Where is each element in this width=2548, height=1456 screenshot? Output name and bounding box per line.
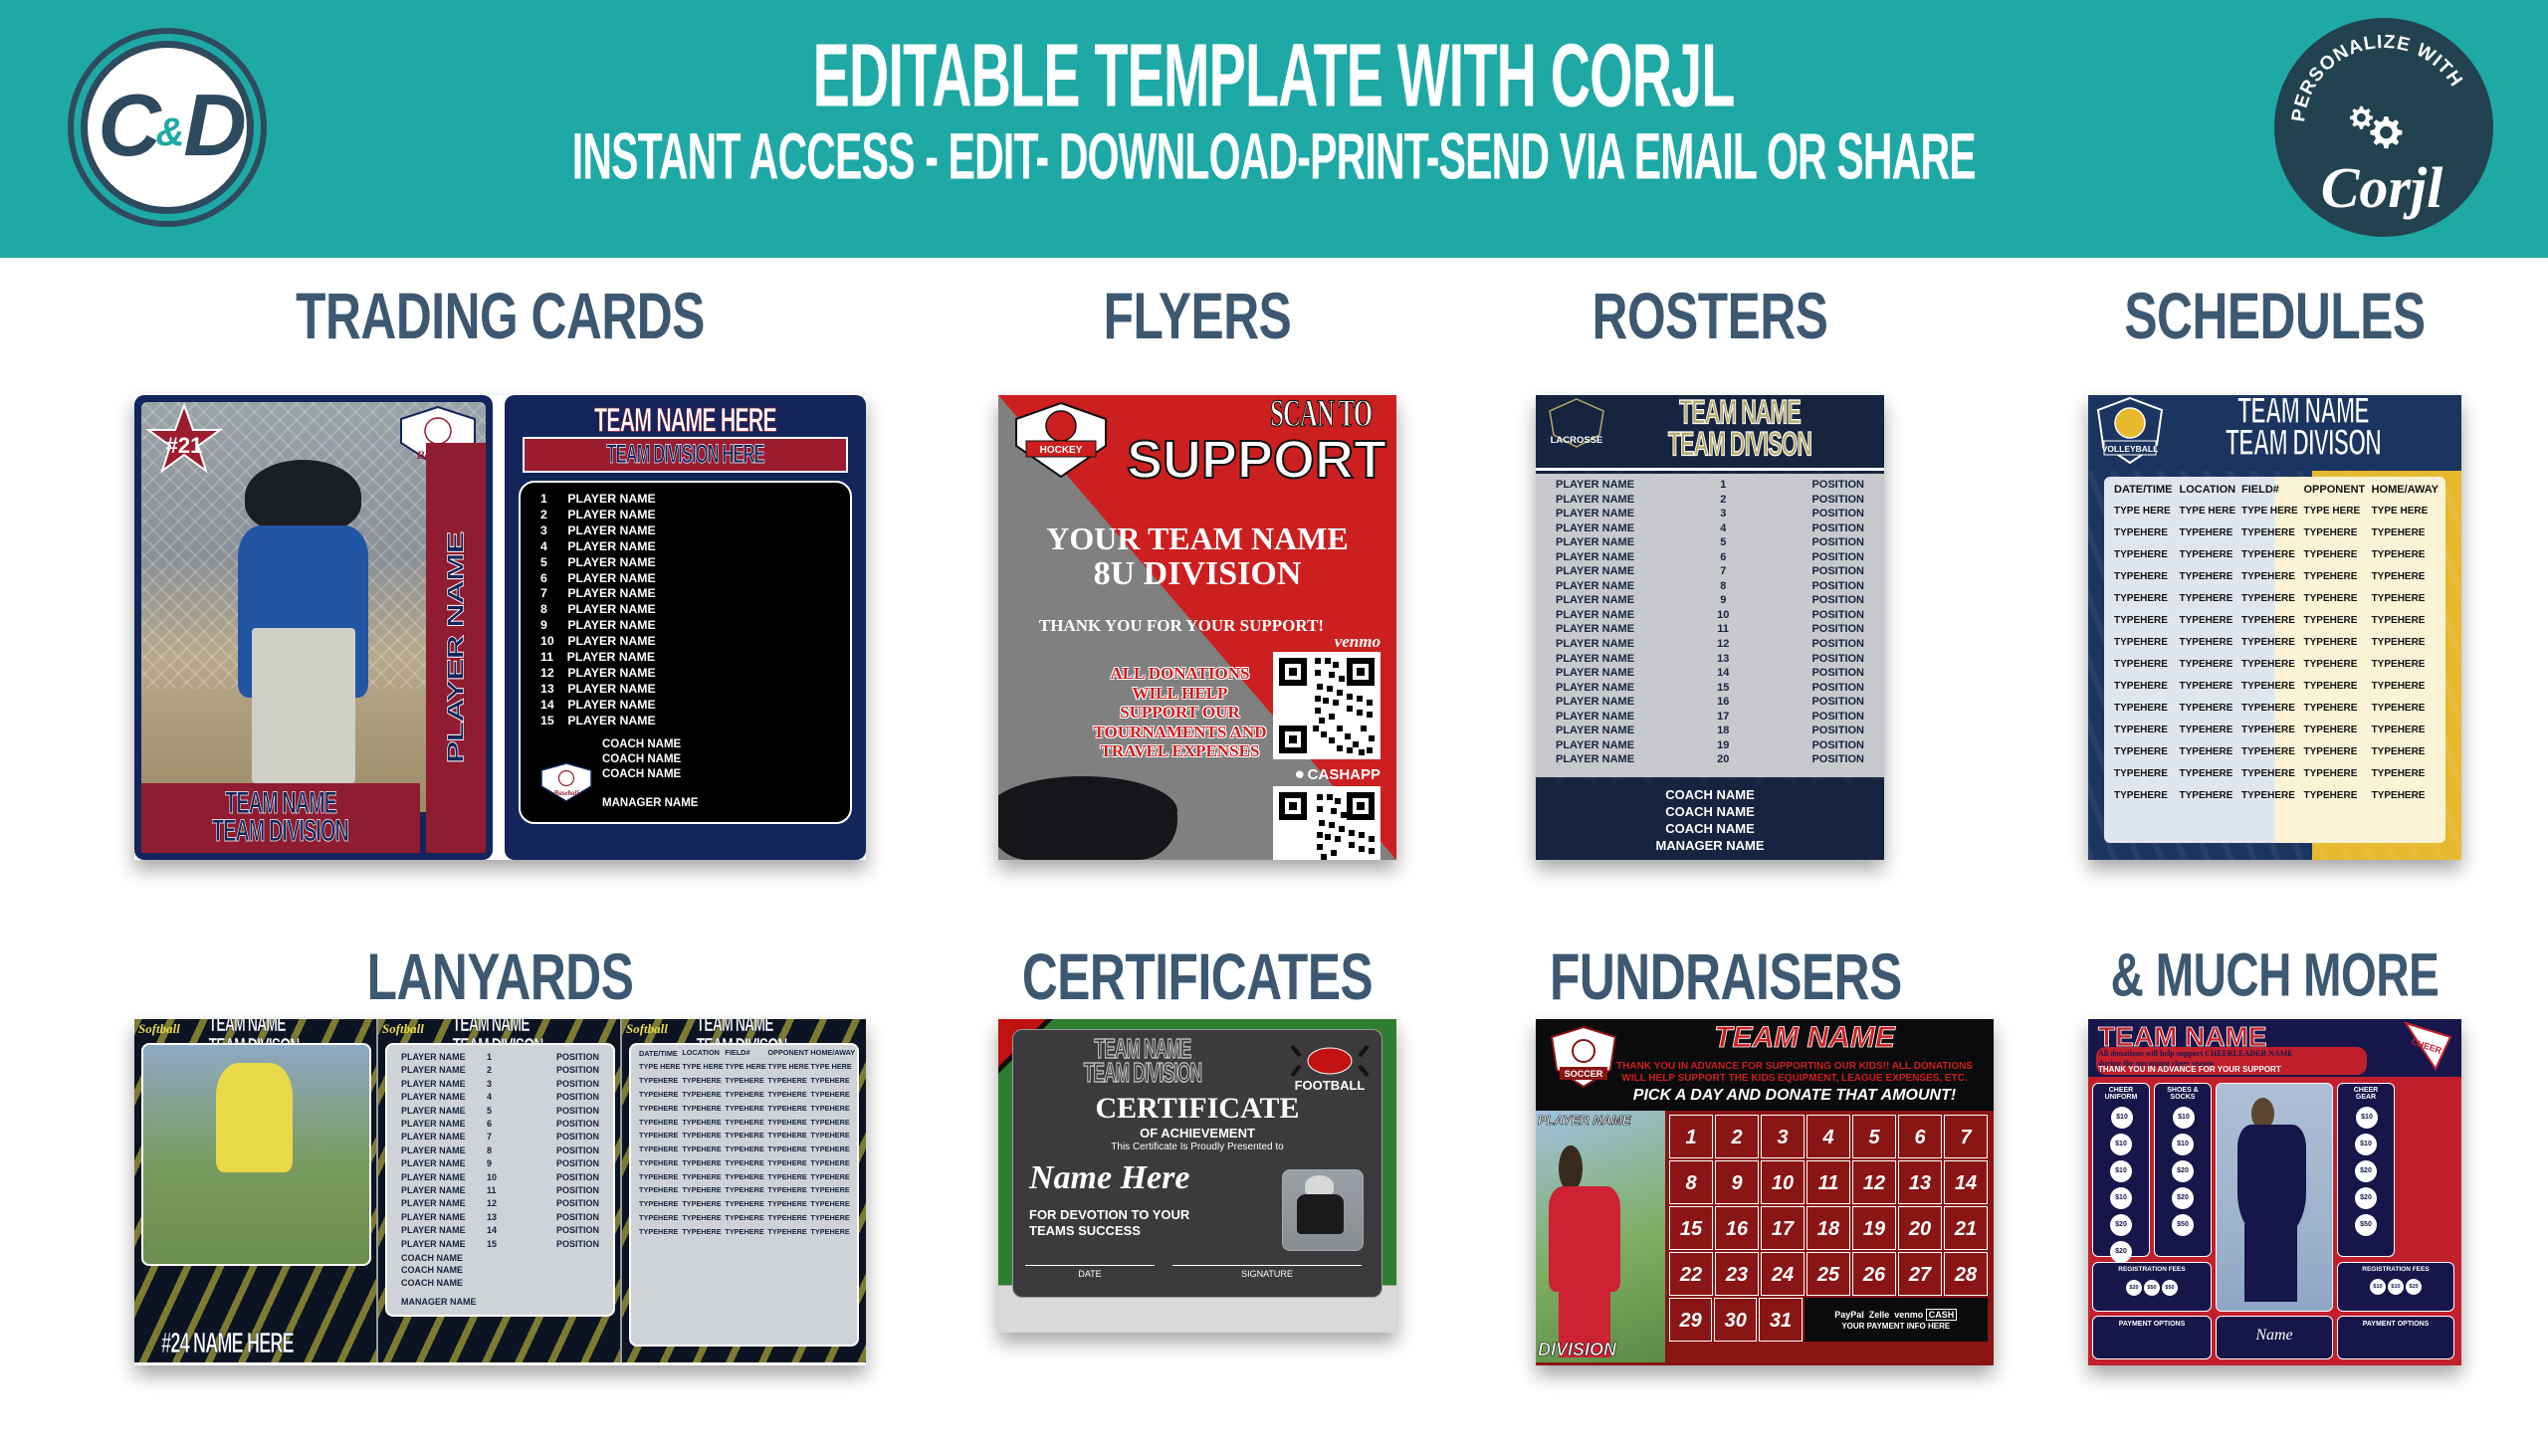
svg-text:PERSONALIZE WITH: PERSONALIZE WITH — [2288, 32, 2466, 123]
svg-text:&: & — [156, 110, 185, 154]
svg-text:SOCCER: SOCCER — [1565, 1069, 1603, 1079]
svg-text:VOLLEYBALL: VOLLEYBALL — [2102, 444, 2159, 454]
svg-text:Corjl: Corjl — [2321, 155, 2443, 220]
svg-text:Baseball: Baseball — [553, 789, 579, 797]
svg-text:LACROSSE: LACROSSE — [1551, 435, 1603, 446]
svg-text:D: D — [183, 76, 247, 174]
svg-text:HOCKEY: HOCKEY — [1040, 445, 1083, 456]
svg-text:FOOTBALL: FOOTBALL — [1295, 1078, 1366, 1093]
svg-text:C: C — [98, 76, 162, 174]
svg-text:#21: #21 — [166, 433, 203, 458]
